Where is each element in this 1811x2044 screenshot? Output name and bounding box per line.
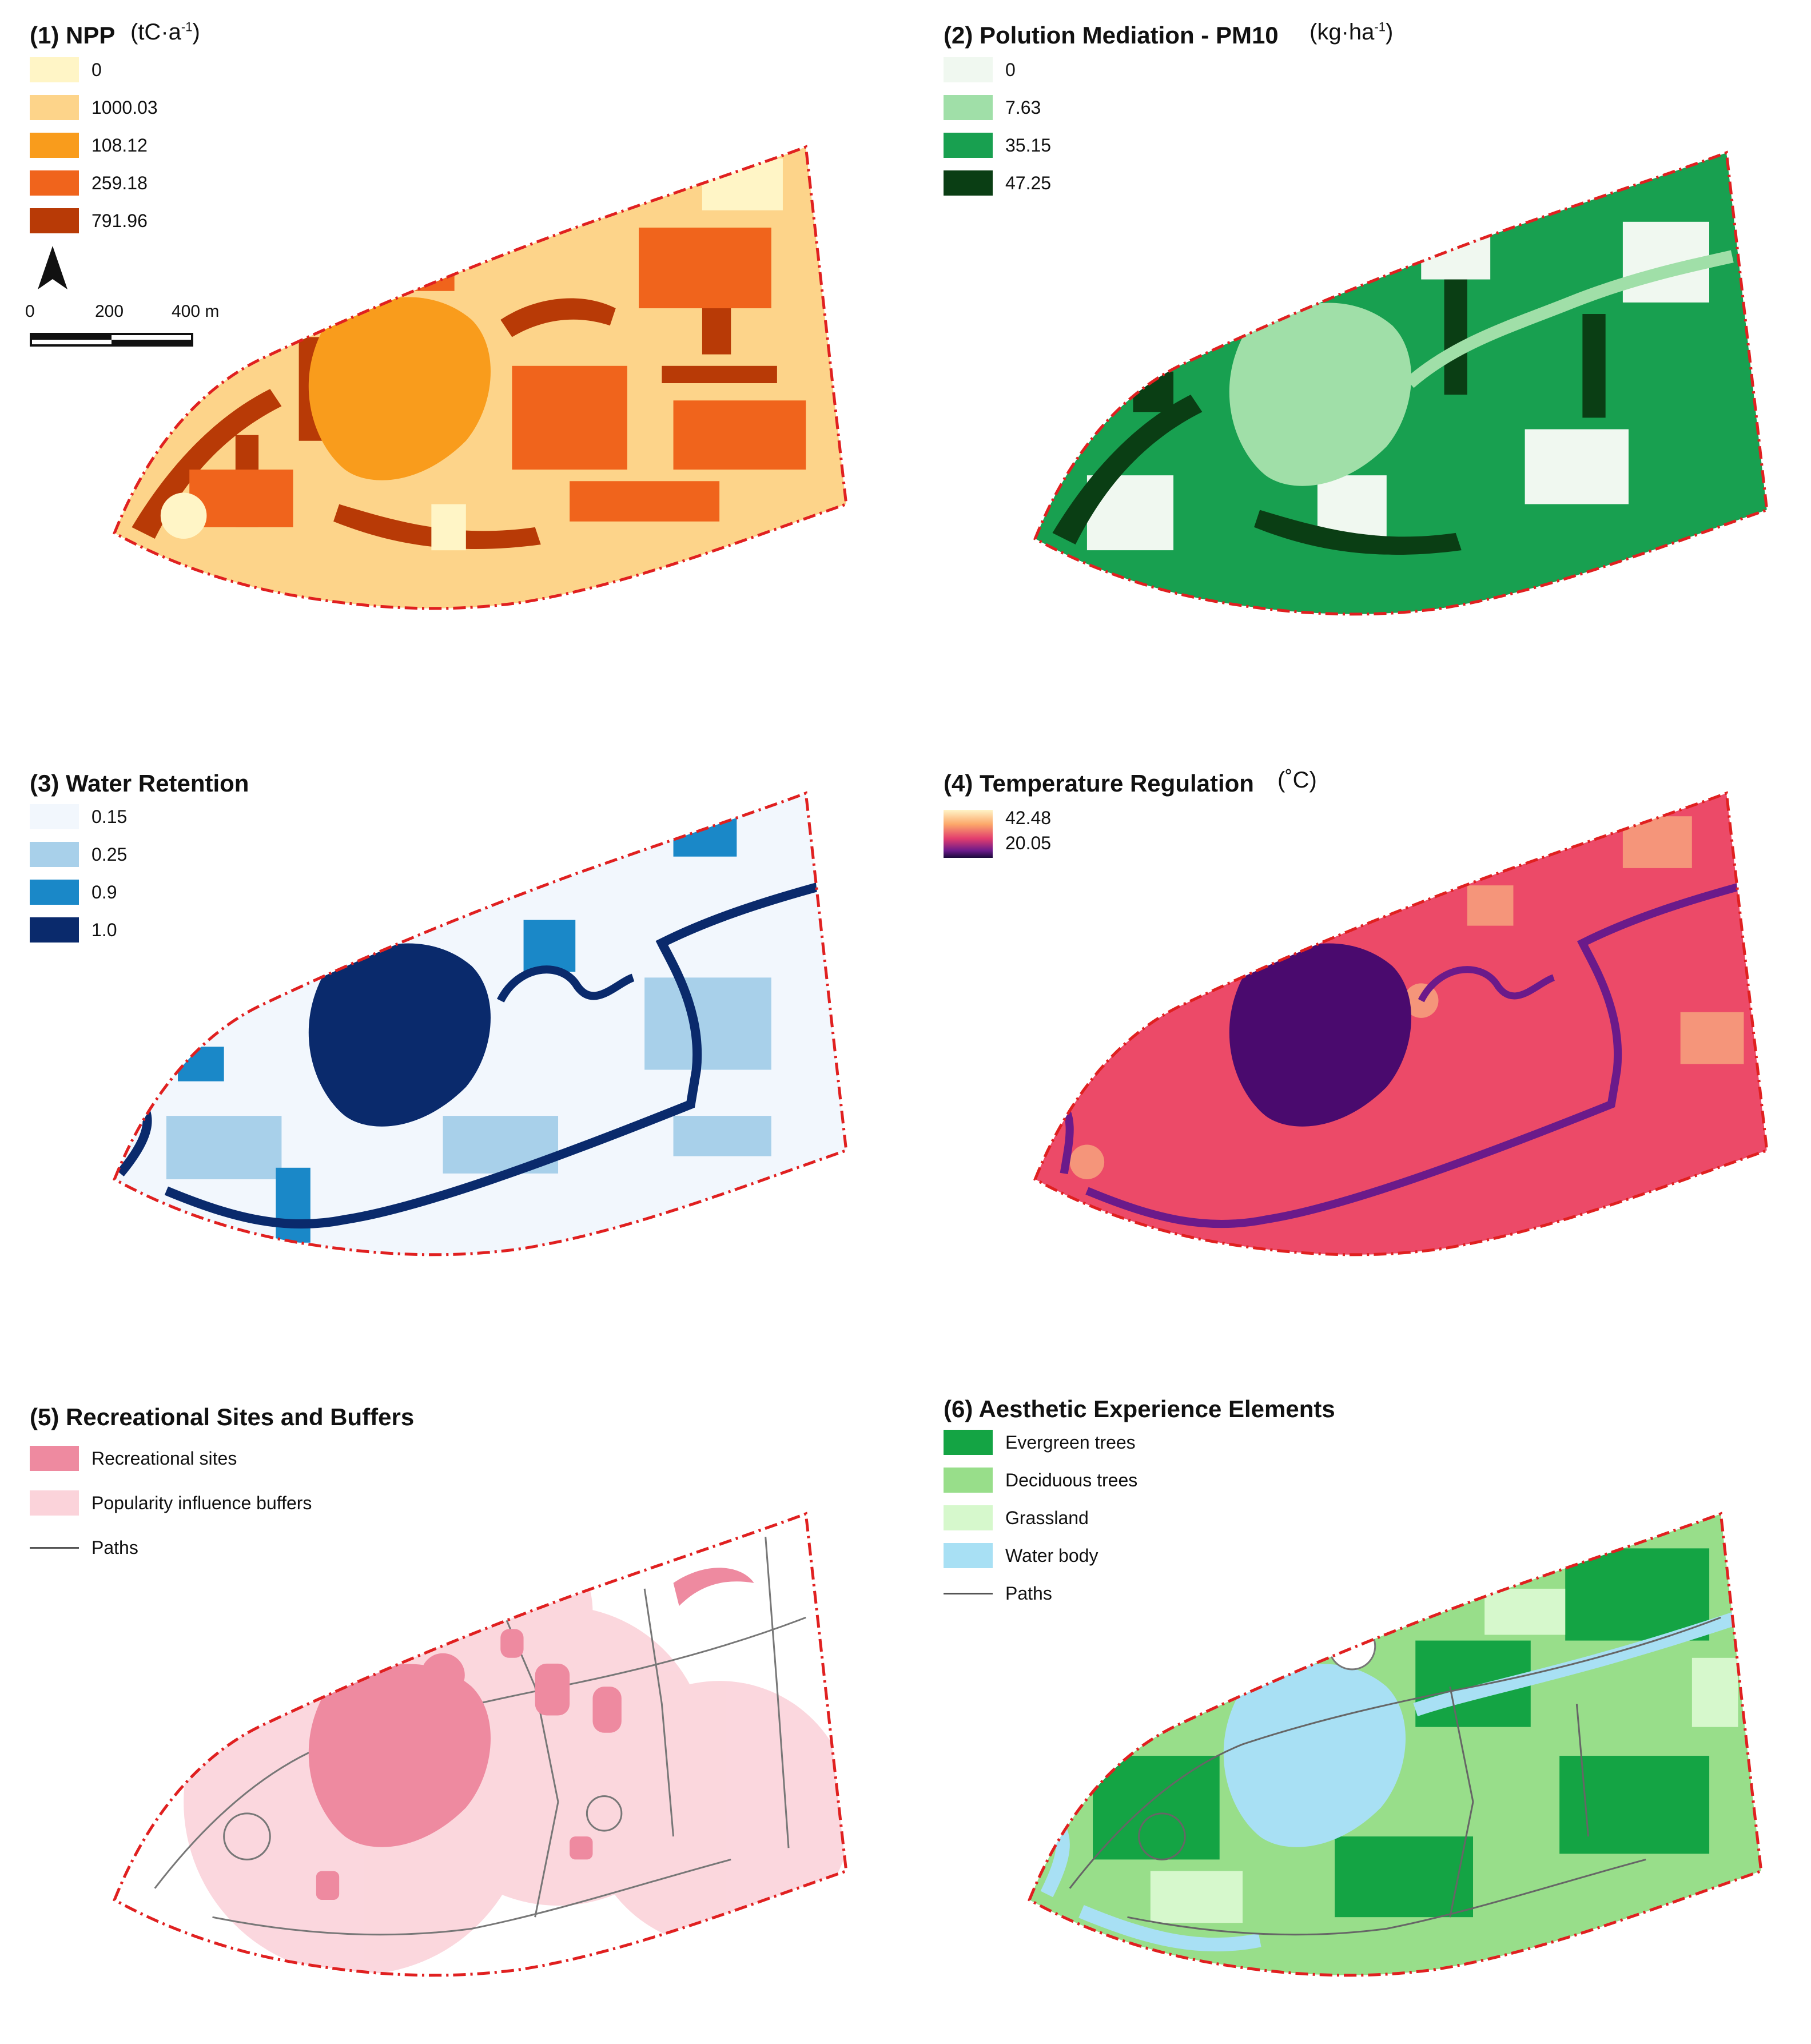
- legend-label: Evergreen trees: [1005, 1432, 1136, 1453]
- aesthetic-map: [1012, 1476, 1778, 2025]
- panel-title: (2) Polution Mediation - PM10: [944, 22, 1279, 49]
- north-arrow-icon: [38, 246, 67, 289]
- legend-label: Popularity influence buffers: [91, 1493, 312, 1513]
- unit-label: (tC·a-1): [130, 19, 200, 45]
- legend-swatch: [944, 57, 993, 82]
- legend-swatch: [30, 880, 79, 905]
- legend-label: 0: [91, 59, 102, 80]
- legend-label: Water body: [1005, 1545, 1098, 1566]
- water-retention-map: [97, 755, 863, 1304]
- legend-label: Paths: [91, 1537, 138, 1558]
- legend-label: 47.25: [1005, 173, 1052, 193]
- legend-label: Deciduous trees: [1005, 1470, 1138, 1490]
- legend-label: 7.63: [1005, 97, 1041, 118]
- scale-tick-0: 0: [25, 302, 35, 321]
- scale-bar: [30, 333, 193, 347]
- panel-title: (5) Recreational Sites and Buffers: [30, 1403, 415, 1430]
- legend-label: 0.25: [91, 844, 128, 865]
- legend-swatch: [944, 1593, 993, 1594]
- temperature-map: [1018, 755, 1784, 1304]
- legend-label: Grassland: [1005, 1508, 1089, 1528]
- panel-title: (6) Aesthetic Experience Elements: [944, 1395, 1335, 1422]
- legend-swatch: [944, 1430, 993, 1455]
- panel-temperature-regulation: (4) Temperature Regulation (˚C) 42.48 20…: [909, 755, 1811, 1327]
- legend-label: 259.18: [91, 173, 148, 193]
- panel-npp: (1) NPP (tC·a-1) 0 1000.03 108.12 259.18…: [0, 0, 903, 675]
- panel-water-retention: (3) Water Retention 0.15 0.25 0.9 1.0: [0, 755, 903, 1327]
- legend-swatch: [944, 1468, 993, 1493]
- legend-swatch: [30, 95, 79, 120]
- pm10-map: [1018, 114, 1784, 663]
- scale-tick-400: 400 m: [172, 302, 220, 321]
- legend-swatch: [30, 208, 79, 233]
- panel-pm10: (2) Polution Mediation - PM10 (kg·ha-1) …: [909, 0, 1811, 675]
- legend-label: 0: [1005, 59, 1016, 80]
- legend-swatch: [944, 133, 993, 158]
- legend-swatch: [30, 804, 79, 829]
- scale-tick-200: 200: [95, 302, 124, 321]
- legend-swatch: [30, 917, 79, 943]
- legend-label: 791.96: [91, 210, 148, 231]
- legend-swatch: [944, 1505, 993, 1530]
- panel-title: (4) Temperature Regulation: [944, 770, 1254, 797]
- legend-swatch: [30, 57, 79, 82]
- legend-swatch: [30, 1490, 79, 1516]
- temperature-gradient-bar: [944, 810, 993, 858]
- legend-swatch: [944, 1543, 993, 1568]
- legend-swatch: [30, 133, 79, 158]
- legend-label: Recreational sites: [91, 1448, 237, 1469]
- legend-swatch: [30, 1547, 79, 1549]
- gradient-max-label: 42.48: [1005, 808, 1052, 828]
- legend-label: 1000.03: [91, 97, 158, 118]
- legend-label: 0.15: [91, 806, 128, 827]
- unit-label: (kg·ha-1): [1310, 19, 1394, 45]
- legend-label: 0.9: [91, 882, 117, 902]
- legend-swatch: [30, 170, 79, 196]
- panel-title: (3) Water Retention: [30, 770, 249, 797]
- panel-recreational-sites: (5) Recreational Sites and Buffers Recre…: [0, 1395, 903, 2044]
- legend-label: Paths: [1005, 1583, 1052, 1604]
- panel-aesthetic-elements: (6) Aesthetic Experience Elements Evergr…: [909, 1395, 1811, 2044]
- legend-label: 108.12: [91, 135, 148, 156]
- unit-label: (˚C): [1277, 768, 1317, 793]
- legend-swatch: [30, 842, 79, 867]
- gradient-min-label: 20.05: [1005, 833, 1052, 853]
- recreational-map: [97, 1476, 863, 2025]
- npp-map: [97, 109, 863, 658]
- legend-swatch: [944, 95, 993, 120]
- legend-swatch: [30, 1446, 79, 1471]
- legend-label: 35.15: [1005, 135, 1052, 156]
- legend-label: 1.0: [91, 920, 117, 940]
- legend-swatch: [944, 170, 993, 196]
- panel-title: (1) NPP: [30, 22, 116, 49]
